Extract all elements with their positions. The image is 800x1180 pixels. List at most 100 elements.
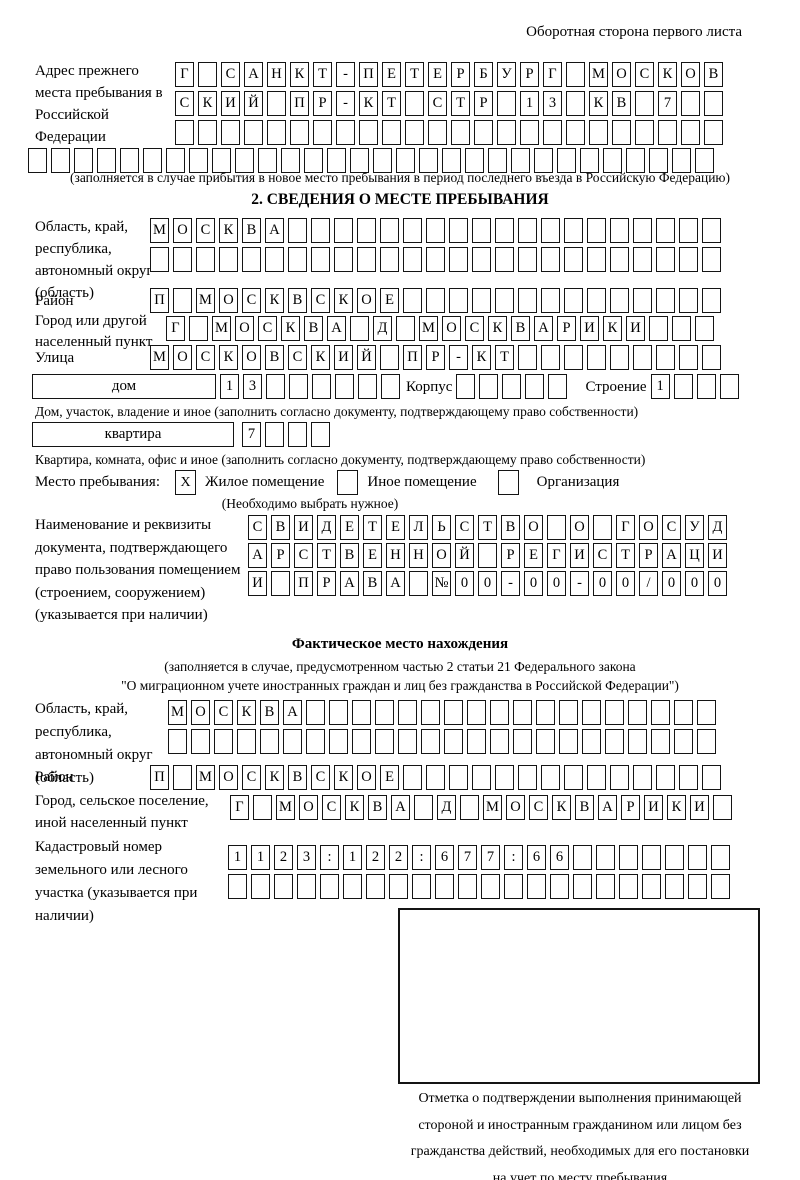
char-cell[interactable]: С [311, 765, 330, 790]
char-cell[interactable] [251, 874, 270, 899]
char-cell[interactable]: В [340, 543, 359, 568]
char-cell[interactable]: - [501, 571, 520, 596]
char-cell[interactable] [327, 148, 346, 173]
char-cell[interactable] [403, 247, 422, 272]
char-cell[interactable] [237, 729, 256, 754]
char-cell[interactable] [304, 148, 323, 173]
char-cell[interactable]: Д [373, 316, 392, 341]
char-cell[interactable]: М [150, 218, 169, 243]
char-cell[interactable]: Н [386, 543, 405, 568]
char-cell[interactable]: Е [524, 543, 543, 568]
char-cell[interactable] [297, 874, 316, 899]
char-cell[interactable] [520, 120, 539, 145]
char-cell[interactable] [426, 288, 445, 313]
char-cell[interactable] [573, 845, 592, 870]
char-cell[interactable]: С [428, 91, 447, 116]
char-cell[interactable]: Р [621, 795, 640, 820]
char-cell[interactable] [143, 148, 162, 173]
char-cell[interactable] [306, 700, 325, 725]
char-cell[interactable] [244, 120, 263, 145]
char-cell[interactable]: Т [451, 91, 470, 116]
char-cell[interactable] [564, 765, 583, 790]
char-cell[interactable]: 0 [708, 571, 727, 596]
char-cell[interactable]: О [173, 345, 192, 370]
char-cell[interactable]: О [242, 345, 261, 370]
char-cell[interactable] [382, 120, 401, 145]
char-cell[interactable] [541, 345, 560, 370]
char-cell[interactable] [465, 148, 484, 173]
char-cell[interactable]: О [681, 62, 700, 87]
char-cell[interactable] [566, 91, 585, 116]
char-cell[interactable]: А [534, 316, 553, 341]
char-cell[interactable] [697, 729, 716, 754]
char-cell[interactable] [350, 316, 369, 341]
char-cell[interactable] [189, 148, 208, 173]
char-cell[interactable]: Е [363, 543, 382, 568]
char-cell[interactable]: П [150, 288, 169, 313]
char-cell[interactable]: Ц [685, 543, 704, 568]
char-cell[interactable] [442, 148, 461, 173]
char-cell[interactable]: С [662, 515, 681, 540]
char-cell[interactable] [472, 288, 491, 313]
char-cell[interactable]: М [589, 62, 608, 87]
char-cell[interactable]: В [501, 515, 520, 540]
char-cell[interactable]: Г [230, 795, 249, 820]
char-cell[interactable] [628, 729, 647, 754]
char-cell[interactable]: : [320, 845, 339, 870]
char-cell[interactable]: К [359, 91, 378, 116]
char-cell[interactable] [357, 247, 376, 272]
char-cell[interactable]: Е [382, 62, 401, 87]
char-cell[interactable] [603, 148, 622, 173]
char-cell[interactable]: 6 [550, 845, 569, 870]
other-premises-checkbox[interactable] [337, 470, 359, 495]
char-cell[interactable] [267, 120, 286, 145]
char-cell[interactable] [702, 765, 721, 790]
char-cell[interactable] [198, 62, 217, 87]
char-cell[interactable] [711, 845, 730, 870]
char-cell[interactable] [456, 374, 476, 399]
char-cell[interactable]: 0 [524, 571, 543, 596]
char-cell[interactable] [713, 795, 732, 820]
char-cell[interactable]: С [465, 316, 484, 341]
char-cell[interactable]: С [196, 218, 215, 243]
char-cell[interactable] [426, 218, 445, 243]
char-cell[interactable]: - [570, 571, 589, 596]
char-cell[interactable]: Й [455, 543, 474, 568]
char-cell[interactable]: Л [409, 515, 428, 540]
char-cell[interactable] [266, 374, 285, 399]
char-cell[interactable]: 1 [650, 374, 670, 399]
char-cell[interactable]: Д [437, 795, 456, 820]
char-cell[interactable]: 0 [547, 571, 566, 596]
char-cell[interactable] [478, 543, 497, 568]
char-cell[interactable]: В [265, 345, 284, 370]
char-cell[interactable] [541, 218, 560, 243]
char-cell[interactable] [265, 422, 284, 447]
char-cell[interactable]: Т [478, 515, 497, 540]
char-cell[interactable] [334, 247, 353, 272]
char-cell[interactable]: Е [340, 515, 359, 540]
char-cell[interactable]: А [598, 795, 617, 820]
char-cell[interactable] [51, 148, 70, 173]
char-cell[interactable]: У [497, 62, 516, 87]
char-cell[interactable] [695, 148, 714, 173]
char-cell[interactable] [168, 729, 187, 754]
char-cell[interactable]: М [483, 795, 502, 820]
char-cell[interactable] [380, 247, 399, 272]
char-cell[interactable] [679, 765, 698, 790]
char-cell[interactable]: 0 [593, 571, 612, 596]
char-cell[interactable] [479, 374, 499, 399]
char-cell[interactable] [513, 729, 532, 754]
char-cell[interactable]: А [244, 62, 263, 87]
char-cell[interactable] [633, 765, 652, 790]
char-cell[interactable] [679, 218, 698, 243]
char-cell[interactable]: К [198, 91, 217, 116]
char-cell[interactable]: С [455, 515, 474, 540]
char-cell[interactable]: А [265, 218, 284, 243]
char-cell[interactable] [658, 120, 677, 145]
char-cell[interactable]: 7 [242, 422, 261, 447]
char-cell[interactable] [221, 120, 240, 145]
char-cell[interactable]: О [570, 515, 589, 540]
char-cell[interactable]: Д [708, 515, 727, 540]
char-cell[interactable]: 1 [220, 374, 239, 399]
char-cell[interactable] [235, 148, 254, 173]
